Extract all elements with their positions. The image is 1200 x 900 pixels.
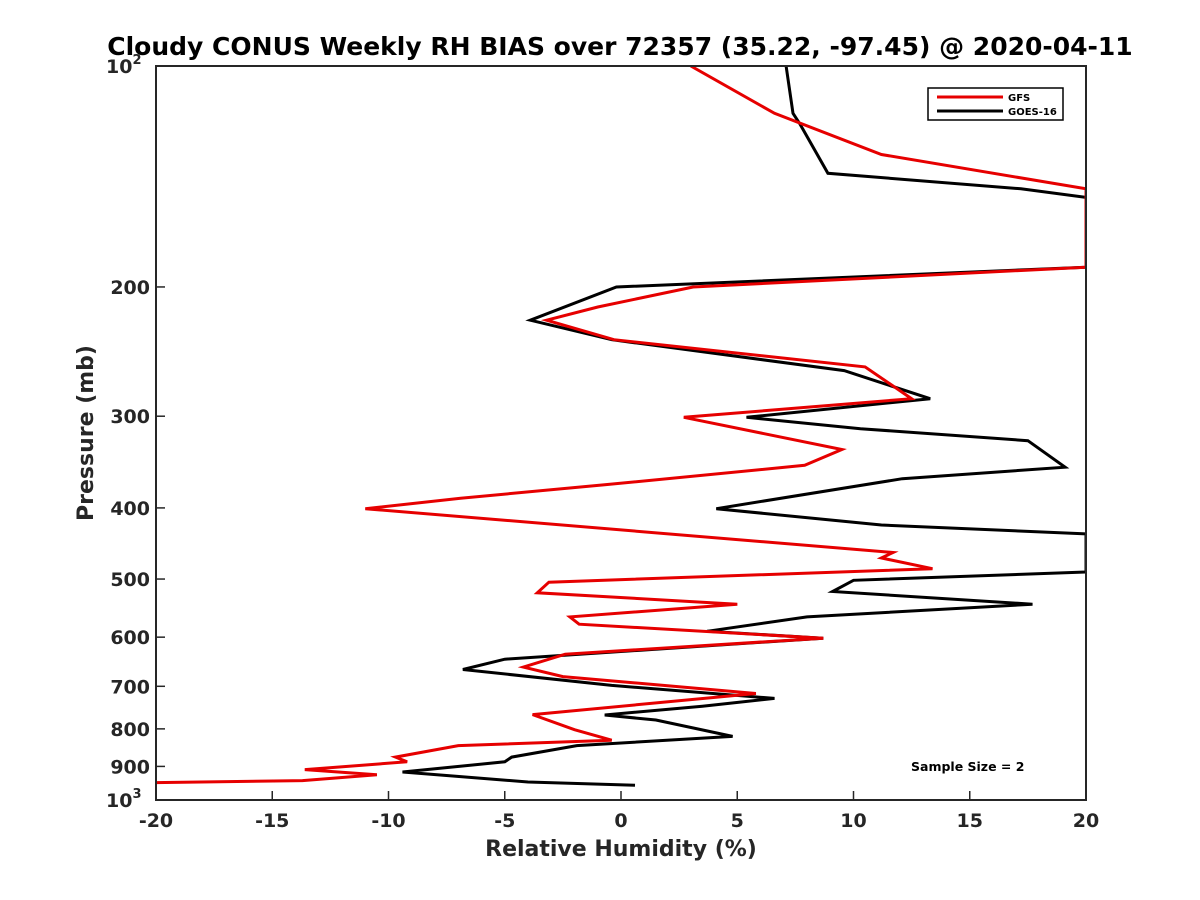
y-tick-label: 200 [110, 277, 150, 299]
x-tick-label: 20 [1073, 810, 1099, 832]
legend-label-goes16: GOES-16 [1008, 107, 1057, 118]
legend-box [927, 87, 1064, 121]
y-tick-label: 600 [110, 627, 150, 649]
x-tick-label: 5 [731, 810, 744, 832]
x-tick-label: 0 [614, 810, 627, 832]
x-axis-label: Relative Humidity (%) [485, 837, 757, 862]
plot-lines [156, 66, 1086, 787]
x-tick-label: 15 [957, 810, 983, 832]
x-tick-label: -10 [371, 810, 405, 832]
series-line-goes16 [402, 66, 1086, 787]
sample-size-annotation: Sample Size = 2 [911, 759, 1024, 774]
chart-title: Cloudy CONUS Weekly RH BIAS over 72357 (… [107, 32, 1132, 61]
y-tick-label: 700 [110, 676, 150, 698]
y-tick-label: 500 [110, 569, 150, 591]
y-axis-ticks: 102 200 300 400 500 600 700 800 900 103 [106, 53, 165, 812]
y-tick-label: 300 [110, 406, 150, 428]
y-tick-label: 800 [110, 719, 150, 741]
x-axis-ticks: -20 -15 -10 -5 0 5 10 15 20 [139, 791, 1099, 832]
legend-label-gfs: GFS [1008, 93, 1030, 104]
x-tick-label: -20 [139, 810, 173, 832]
y-tick-label: 900 [110, 756, 150, 778]
x-tick-label: -15 [255, 810, 289, 832]
x-tick-label: -5 [494, 810, 515, 832]
y-tick-label: 103 [106, 787, 142, 812]
y-tick-label: 102 [106, 53, 142, 78]
x-tick-label: 10 [840, 810, 866, 832]
series-line-gfs [156, 66, 1086, 785]
legend: GFS GOES-16 [927, 87, 1064, 121]
y-axis-label: Pressure (mb) [74, 345, 99, 521]
y-tick-label: 400 [110, 498, 150, 520]
